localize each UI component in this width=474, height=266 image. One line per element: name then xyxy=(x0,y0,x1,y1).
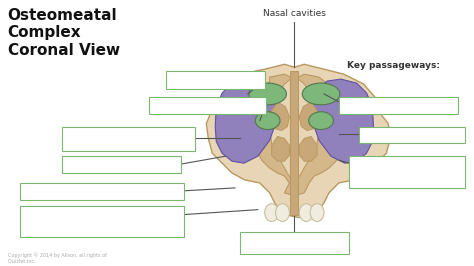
Polygon shape xyxy=(299,136,317,161)
Polygon shape xyxy=(299,102,319,131)
FancyBboxPatch shape xyxy=(20,206,183,237)
Ellipse shape xyxy=(310,204,324,222)
FancyBboxPatch shape xyxy=(166,71,264,89)
Polygon shape xyxy=(272,136,290,161)
Polygon shape xyxy=(298,79,319,178)
Polygon shape xyxy=(252,74,347,196)
Text: Copyright © 2014 by Alison, all rights of
Quizlet Inc.: Copyright © 2014 by Alison, all rights o… xyxy=(8,252,107,264)
FancyBboxPatch shape xyxy=(62,127,195,151)
FancyBboxPatch shape xyxy=(149,97,266,114)
Text: Osteomeatal
Complex
Coronal View: Osteomeatal Complex Coronal View xyxy=(8,8,120,58)
FancyBboxPatch shape xyxy=(349,156,465,188)
Ellipse shape xyxy=(249,83,286,105)
FancyBboxPatch shape xyxy=(20,183,183,200)
Polygon shape xyxy=(206,64,390,218)
Ellipse shape xyxy=(275,204,290,222)
Polygon shape xyxy=(270,79,291,178)
FancyBboxPatch shape xyxy=(359,127,465,143)
Text: Nasal cavities: Nasal cavities xyxy=(263,9,326,18)
Polygon shape xyxy=(215,79,275,163)
FancyBboxPatch shape xyxy=(291,71,298,215)
Polygon shape xyxy=(313,79,374,163)
Ellipse shape xyxy=(264,204,279,222)
Polygon shape xyxy=(270,102,290,131)
FancyBboxPatch shape xyxy=(62,156,181,173)
FancyBboxPatch shape xyxy=(240,232,349,254)
FancyBboxPatch shape xyxy=(339,97,457,114)
Text: Key passageways:: Key passageways: xyxy=(347,61,440,70)
Ellipse shape xyxy=(255,112,280,130)
Ellipse shape xyxy=(309,112,333,130)
Ellipse shape xyxy=(302,83,340,105)
Ellipse shape xyxy=(299,204,313,222)
